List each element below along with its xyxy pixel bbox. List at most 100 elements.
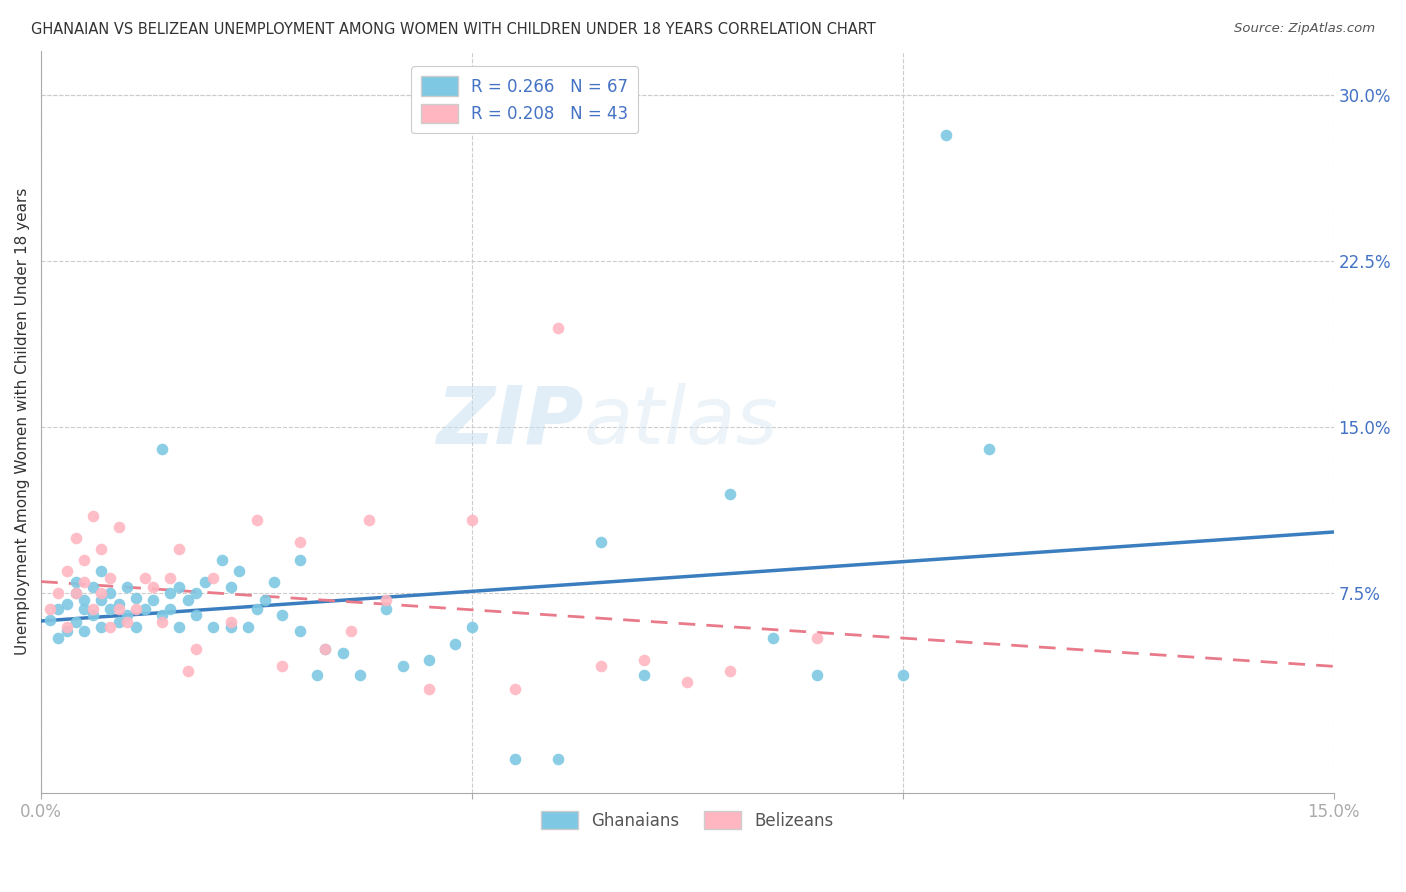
Point: [503, 752, 526, 766]
Point: [142, 593, 165, 607]
Point: [150, 442, 173, 457]
Point: [38, 613, 60, 627]
Point: [254, 593, 277, 607]
Text: ZIP: ZIP: [436, 383, 583, 460]
Point: [56, 564, 79, 578]
Point: [73, 553, 96, 567]
Point: [332, 646, 354, 660]
Point: [65, 575, 87, 590]
Point: [117, 615, 139, 629]
Point: [186, 586, 208, 600]
Point: [56, 598, 79, 612]
Point: [159, 571, 181, 585]
Point: [65, 586, 87, 600]
Point: [176, 664, 198, 678]
Point: [935, 128, 957, 142]
Point: [159, 602, 181, 616]
Point: [271, 608, 294, 623]
Point: [806, 631, 828, 645]
Point: [219, 615, 242, 629]
Point: [167, 541, 190, 556]
Point: [340, 624, 363, 638]
Point: [150, 608, 173, 623]
Point: [186, 641, 208, 656]
Point: [142, 580, 165, 594]
Point: [107, 602, 129, 616]
Point: [73, 624, 96, 638]
Point: [117, 580, 139, 594]
Point: [219, 580, 242, 594]
Point: [443, 637, 465, 651]
Point: [82, 608, 104, 623]
Point: [56, 619, 79, 633]
Point: [150, 615, 173, 629]
Point: [65, 586, 87, 600]
Point: [211, 553, 233, 567]
Point: [461, 619, 484, 633]
Text: Source: ZipAtlas.com: Source: ZipAtlas.com: [1234, 22, 1375, 36]
Point: [65, 531, 87, 545]
Point: [98, 619, 121, 633]
Point: [159, 586, 181, 600]
Point: [633, 668, 655, 682]
Point: [762, 631, 785, 645]
Point: [73, 593, 96, 607]
Point: [90, 586, 112, 600]
Point: [82, 508, 104, 523]
Point: [202, 619, 225, 633]
Point: [418, 681, 440, 696]
Point: [90, 564, 112, 578]
Point: [591, 659, 613, 673]
Point: [194, 575, 217, 590]
Point: [349, 668, 371, 682]
Point: [56, 624, 79, 638]
Point: [98, 602, 121, 616]
Point: [176, 593, 198, 607]
Point: [288, 535, 311, 549]
Point: [46, 631, 69, 645]
Point: [271, 659, 294, 673]
Point: [288, 624, 311, 638]
Point: [90, 593, 112, 607]
Point: [374, 602, 396, 616]
Text: atlas: atlas: [583, 383, 779, 460]
Point: [977, 442, 1000, 457]
Point: [305, 668, 328, 682]
Point: [134, 571, 156, 585]
Point: [98, 571, 121, 585]
Point: [90, 619, 112, 633]
Point: [288, 553, 311, 567]
Point: [591, 535, 613, 549]
Point: [806, 668, 828, 682]
Point: [718, 486, 741, 500]
Point: [263, 575, 285, 590]
Point: [392, 659, 415, 673]
Point: [167, 580, 190, 594]
Point: [461, 513, 484, 527]
Text: GHANAIAN VS BELIZEAN UNEMPLOYMENT AMONG WOMEN WITH CHILDREN UNDER 18 YEARS CORRE: GHANAIAN VS BELIZEAN UNEMPLOYMENT AMONG …: [31, 22, 876, 37]
Point: [125, 619, 148, 633]
Point: [125, 591, 148, 605]
Point: [90, 541, 112, 556]
Point: [202, 571, 225, 585]
Point: [891, 668, 914, 682]
Point: [107, 615, 129, 629]
Point: [633, 653, 655, 667]
Point: [314, 641, 336, 656]
Point: [236, 619, 259, 633]
Point: [547, 320, 569, 334]
Point: [82, 602, 104, 616]
Point: [314, 641, 336, 656]
Y-axis label: Unemployment Among Women with Children Under 18 years: Unemployment Among Women with Children U…: [15, 188, 30, 656]
Point: [245, 602, 267, 616]
Point: [117, 608, 139, 623]
Point: [503, 681, 526, 696]
Legend: Ghanaians, Belizeans: Ghanaians, Belizeans: [534, 805, 841, 837]
Point: [125, 602, 148, 616]
Point: [374, 593, 396, 607]
Point: [98, 586, 121, 600]
Point: [46, 586, 69, 600]
Point: [245, 513, 267, 527]
Point: [46, 602, 69, 616]
Point: [228, 564, 250, 578]
